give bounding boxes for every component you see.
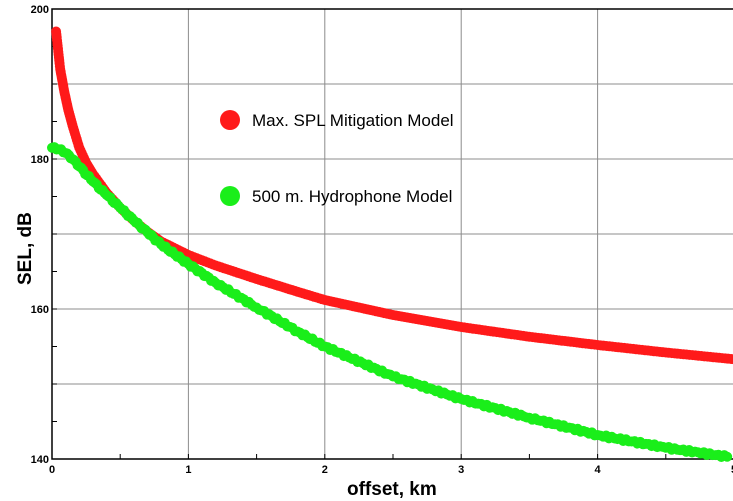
y-axis-label: SEL, dB [15,212,36,285]
x-tick-label: 5 [731,464,733,476]
y-tick-label: 140 [31,454,49,466]
y-tick-label: 200 [31,4,49,16]
legend: Max. SPL Mitigation Model 500 m. Hydroph… [220,110,454,206]
legend-label-hydrophone: 500 m. Hydrophone Model [252,187,452,206]
x-tick-label: 4 [595,464,602,476]
legend-label-max-spl: Max. SPL Mitigation Model [252,111,454,130]
x-tick-label: 0 [49,464,55,476]
y-tick-label: 180 [31,154,49,166]
tick-labels: 0 1 2 3 4 5 140 160 180 200 [31,4,733,476]
series-layer [47,26,733,462]
data-point [729,354,733,365]
x-axis-label: offset, km [347,479,437,500]
legend-marker-max-spl [220,110,240,130]
grid-lines [52,9,733,459]
axis-ticks [51,8,667,460]
data-point [722,451,733,462]
y-tick-label: 160 [31,304,49,316]
x-tick-label: 2 [322,464,328,476]
x-tick-label: 1 [185,464,191,476]
legend-marker-hydrophone [220,186,240,206]
x-tick-label: 3 [458,464,464,476]
series-hydrophone [47,142,733,462]
